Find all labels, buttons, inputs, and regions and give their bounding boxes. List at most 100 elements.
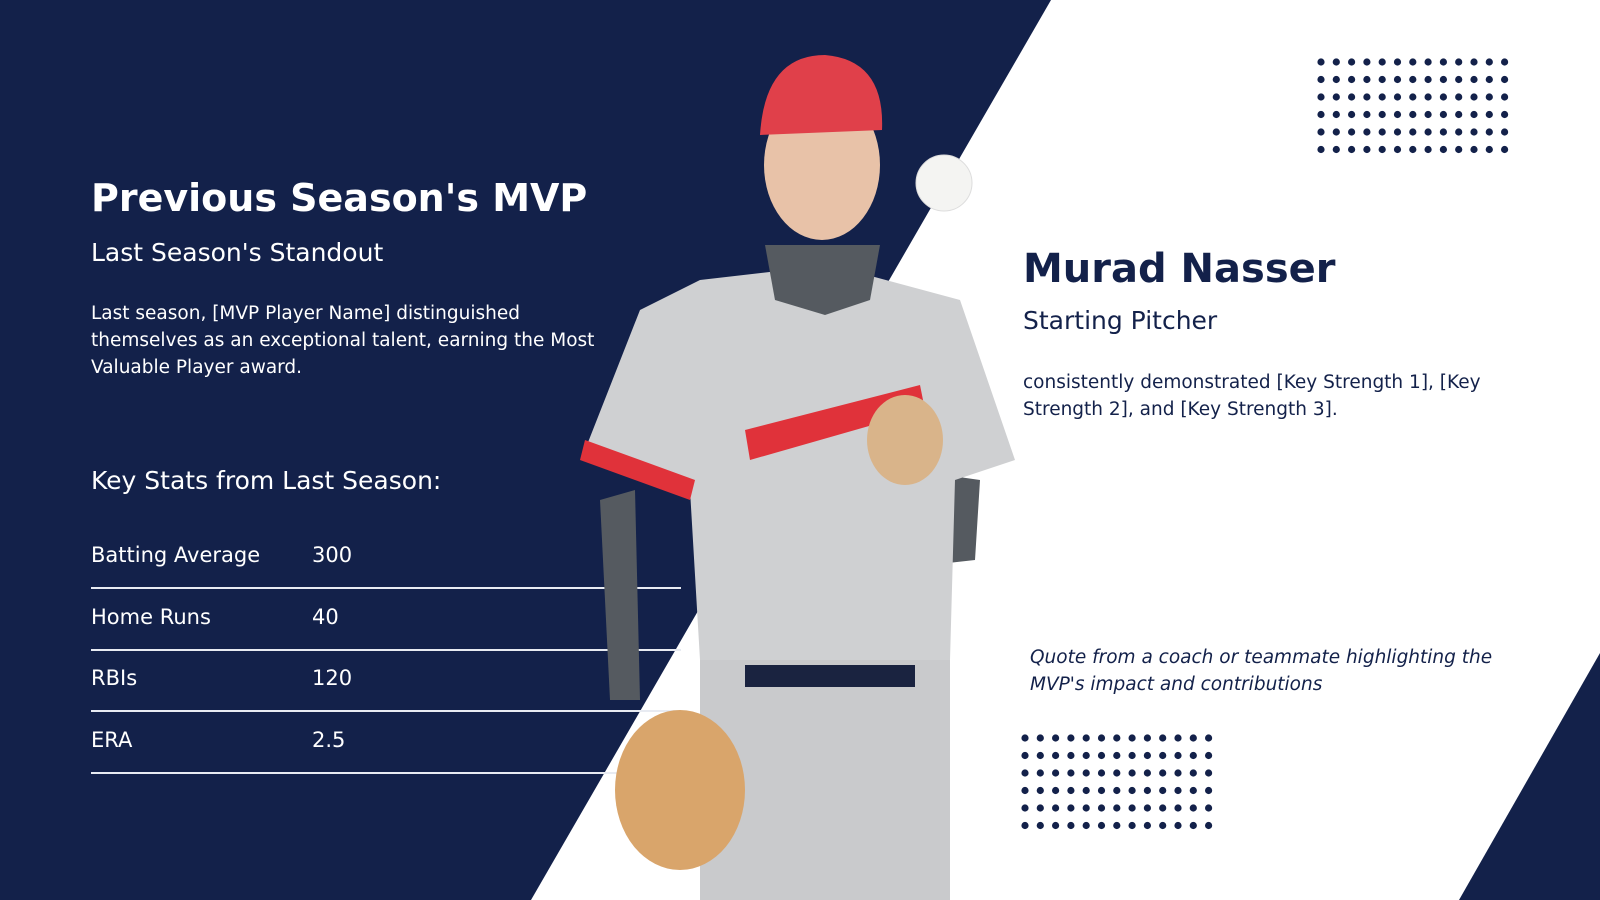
collar (765, 245, 880, 315)
stat-label: Batting Average (91, 543, 261, 567)
dot (1021, 769, 1029, 777)
dot (1363, 128, 1371, 136)
dot (1470, 145, 1478, 154)
dot (1113, 769, 1121, 777)
dot (1189, 804, 1197, 812)
left-arm (600, 490, 640, 700)
dot (1363, 58, 1371, 66)
dot (1143, 751, 1151, 760)
dot (1378, 93, 1386, 101)
dot (1409, 75, 1417, 84)
dot (1378, 128, 1386, 136)
dot (1052, 769, 1060, 777)
dot (1036, 769, 1044, 777)
dot (1036, 786, 1044, 795)
dot (1159, 821, 1167, 830)
dot (1159, 769, 1167, 777)
dot (1317, 93, 1325, 101)
dot (1501, 128, 1509, 136)
dot (1501, 110, 1509, 119)
dot (1036, 734, 1044, 742)
dot (1021, 734, 1029, 742)
dot (1159, 804, 1167, 812)
dot (1052, 786, 1060, 795)
stat-value: 2.5 (312, 727, 346, 752)
intro-text: Last season, [MVP Player Name] distingui… (91, 303, 595, 378)
dot (1128, 769, 1136, 777)
strengths-text: consistently demonstrated [Key Strength … (1023, 372, 1481, 420)
chest-stripe (745, 385, 925, 460)
dot (1205, 804, 1213, 812)
dot (1097, 804, 1106, 812)
dot (1378, 145, 1386, 154)
dot (1159, 786, 1167, 795)
dot (1082, 734, 1090, 742)
dot (1128, 734, 1136, 742)
dot-patterns (1021, 58, 1509, 830)
dot (1332, 58, 1340, 66)
dot (1174, 821, 1182, 830)
dot (1317, 110, 1325, 119)
dot (1455, 58, 1463, 66)
dot (1128, 804, 1136, 812)
dot (1485, 93, 1493, 101)
stats-heading: Key Stats from Last Season: (91, 466, 442, 495)
dot (1082, 751, 1090, 760)
player-name: Murad Nasser (1023, 246, 1336, 292)
dot (1363, 145, 1371, 154)
dot (1348, 58, 1356, 66)
stat-value: 120 (312, 666, 353, 690)
dot (1189, 821, 1197, 830)
dot (1189, 769, 1197, 777)
dot (1317, 128, 1325, 136)
dot (1455, 110, 1463, 119)
hand (867, 395, 943, 485)
dot (1143, 804, 1151, 812)
stat-row: ERA 2.5 (91, 712, 681, 774)
stat-label: Home Runs (91, 604, 211, 629)
baseball (915, 154, 973, 212)
dot (1393, 145, 1402, 154)
dot (1021, 751, 1029, 760)
dot (1348, 75, 1356, 84)
dot (1348, 128, 1356, 136)
dot (1067, 751, 1075, 760)
dot (1317, 75, 1325, 84)
dot (1174, 769, 1182, 777)
dot (1424, 110, 1432, 119)
dot (1470, 110, 1478, 119)
dot (1409, 93, 1417, 101)
title: Previous Season's MVP (91, 176, 588, 220)
dot (1470, 75, 1478, 84)
dot (1205, 786, 1213, 795)
dot (1021, 804, 1029, 812)
dot (1097, 769, 1106, 777)
glove (615, 710, 745, 870)
dot (1393, 110, 1402, 119)
dot (1424, 58, 1432, 66)
stat-row: RBIs 120 (91, 650, 681, 712)
dot (1052, 734, 1060, 742)
dot (1409, 145, 1417, 154)
dot (1455, 145, 1463, 154)
dot (1036, 804, 1044, 812)
belt (745, 665, 915, 687)
stat-row: Batting Average 300 (91, 527, 681, 589)
dot (1067, 769, 1075, 777)
dot (1485, 110, 1493, 119)
dot (1082, 804, 1090, 812)
dot (1439, 93, 1447, 101)
dot (1082, 769, 1090, 777)
dot (1205, 821, 1213, 830)
dot (1205, 769, 1213, 777)
cap (760, 55, 883, 135)
dot (1052, 804, 1060, 812)
dot (1128, 821, 1136, 830)
dot (1501, 58, 1509, 66)
player-position: Starting Pitcher (1023, 306, 1218, 335)
dot (1485, 145, 1493, 154)
dot (1501, 145, 1509, 154)
stat-label: RBIs (91, 666, 138, 690)
